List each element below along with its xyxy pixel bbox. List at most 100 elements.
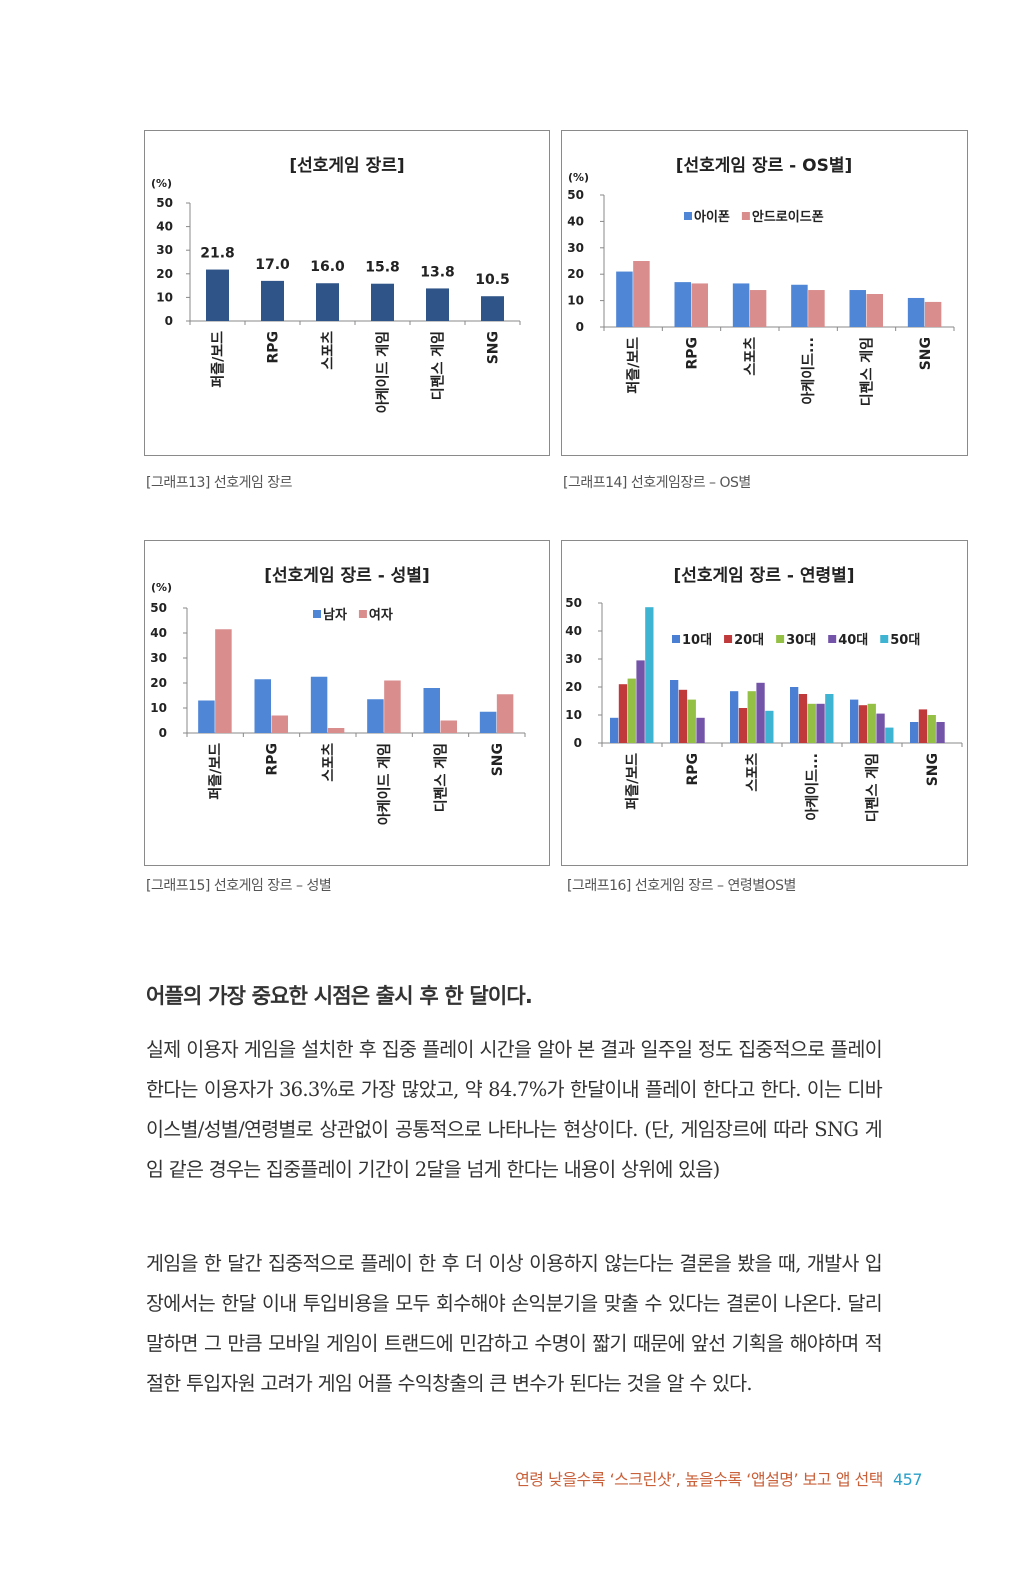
bar [918, 709, 928, 743]
bar [423, 688, 440, 733]
caption-graph15: [그래프15] 선호게임 장르 – 성별 [146, 878, 332, 894]
x-category-label: 디펜스 게임 [431, 331, 447, 400]
bar [791, 284, 808, 327]
bar [936, 722, 945, 743]
bar [867, 703, 876, 743]
legend-label: 20대 [734, 633, 764, 648]
chart-preferred-genre: [선호게임 장르] (%) 0 10 20 30 40 50 21.8 퍼즐/보드 17.0 RPG 1… [144, 130, 550, 456]
x-category-label: SNG [925, 753, 941, 786]
legend-label: 40대 [838, 633, 868, 648]
x-category-label: SNG [490, 743, 506, 776]
x-category-label: RPG [685, 753, 701, 786]
y-tick-label: 40 [567, 214, 584, 228]
page-number: 457 [892, 1470, 923, 1489]
bar [691, 283, 708, 327]
legend-swatch [741, 212, 750, 220]
legend-swatch [358, 610, 367, 618]
y-tick-label: 0 [165, 314, 173, 328]
bar [738, 708, 748, 743]
x-category-label: 스포츠 [321, 331, 337, 370]
x-category-label: 디펜스 게임 [860, 337, 876, 406]
y-tick-label: 30 [567, 241, 584, 255]
bar [670, 680, 679, 743]
bar [215, 629, 232, 733]
bar [866, 294, 883, 327]
bar [765, 710, 774, 743]
x-category-label: RPG [266, 331, 282, 364]
y-tick-label: 20 [150, 676, 167, 690]
bar [756, 682, 765, 743]
bar [645, 607, 654, 743]
y-axis-unit: (%) [568, 171, 589, 184]
legend-label: 남자 [323, 607, 347, 623]
bar [327, 728, 345, 733]
bar [924, 301, 942, 327]
paragraph-2: 게임을 한 달간 집중적으로 플레이 한 후 더 이상 이용하지 않는다는 결론… [146, 1252, 883, 1395]
chart-preferred-genre-svg: [선호게임 장르] (%) 0 10 20 30 40 50 21.8 퍼즐/보드 17.0 RPG 1… [151, 155, 521, 413]
bar [816, 703, 825, 743]
bar [927, 715, 936, 743]
x-category-label: 디펜스 게임 [434, 743, 450, 812]
x-category-label: 퍼즐/보드 [626, 337, 642, 394]
legend-swatch [880, 635, 889, 643]
y-tick-label: 50 [565, 596, 582, 610]
footer-running-title: 연령 낮을수록 ‘스크린샷’, 높을수록 ‘앱설명’ 보고 앱 선택 [515, 1470, 883, 1489]
legend-swatch [724, 635, 733, 643]
bar [367, 699, 384, 733]
y-tick-label: 10 [567, 294, 584, 308]
chart-genre-by-age-svg: [선호게임 장르 - 연령별] 0 10 20 30 40 50 퍼즐/보드 RPG 스포츠 아케이… [565, 565, 963, 822]
x-category-label: 스포츠 [745, 753, 761, 792]
bar [696, 717, 705, 743]
bar [730, 691, 739, 743]
chart-title: [선호게임 장르 - 성별] [264, 565, 429, 586]
bar [907, 297, 925, 327]
legend-swatch [776, 635, 785, 643]
y-tick-label: 50 [150, 601, 167, 615]
data-label: 21.8 [200, 246, 235, 262]
bar [678, 689, 688, 743]
y-tick-label: 20 [567, 267, 584, 281]
legend-label: 여자 [369, 607, 393, 623]
x-category-label: 퍼즐/보드 [625, 753, 641, 810]
paragraph-1: 실제 이용자 게임을 설치한 후 집중 플레이 시간을 알아 본 결과 일주일 … [146, 1038, 883, 1181]
chart-genre-by-os-svg: [선호게임 장르 - OS별] (%) 0 10 20 30 40 50 퍼즐/보드 RPG 스포츠… [567, 155, 955, 406]
bar [858, 705, 868, 743]
bar [885, 727, 894, 743]
y-tick-label: 20 [565, 680, 582, 694]
y-tick-label: 40 [565, 624, 582, 638]
y-tick-label: 30 [565, 652, 582, 666]
section-heading: 어플의 가장 중요한 시점은 출시 후 한 달이다. [146, 984, 533, 1008]
x-category-label: 퍼즐/보드 [208, 743, 224, 800]
x-category-label: 아케이드 게임 [375, 331, 392, 413]
bar [807, 703, 816, 743]
x-category-label: RPG [685, 337, 701, 370]
bar [808, 290, 825, 327]
chart-genre-by-age: [선호게임 장르 - 연령별] 0 10 20 30 40 50 퍼즐/보드 RPG 스포츠 아케이… [561, 540, 968, 866]
caption-graph14: [그래프14] 선호게임장르 – OS별 [563, 475, 751, 491]
legend-label: 30대 [786, 633, 816, 648]
bar [610, 717, 619, 743]
data-label: 15.8 [365, 260, 400, 276]
x-category-label: 스포츠 [743, 337, 759, 376]
chart-title: [선호게임 장르 - 연령별] [673, 565, 854, 586]
y-tick-label: 0 [576, 320, 584, 334]
x-category-label: 디펜스 게임 [865, 753, 881, 822]
bar [850, 699, 859, 743]
bar [747, 691, 756, 743]
x-category-label: RPG [265, 743, 281, 776]
legend-label: 아이폰 [694, 209, 730, 225]
caption-graph16: [그래프16] 선호게임 장르 – 연령별OS별 [567, 878, 796, 894]
y-tick-label: 40 [156, 220, 173, 234]
x-category-label: SNG [918, 337, 934, 370]
y-tick-label: 10 [150, 701, 167, 715]
bar [481, 296, 504, 321]
bar [627, 678, 636, 743]
bar [825, 694, 834, 743]
y-tick-label: 50 [567, 188, 584, 202]
y-tick-label: 20 [156, 267, 173, 281]
data-label: 13.8 [420, 264, 455, 280]
bar [316, 283, 339, 321]
bar [636, 660, 645, 743]
y-tick-label: 30 [150, 651, 167, 665]
bar [440, 720, 457, 733]
